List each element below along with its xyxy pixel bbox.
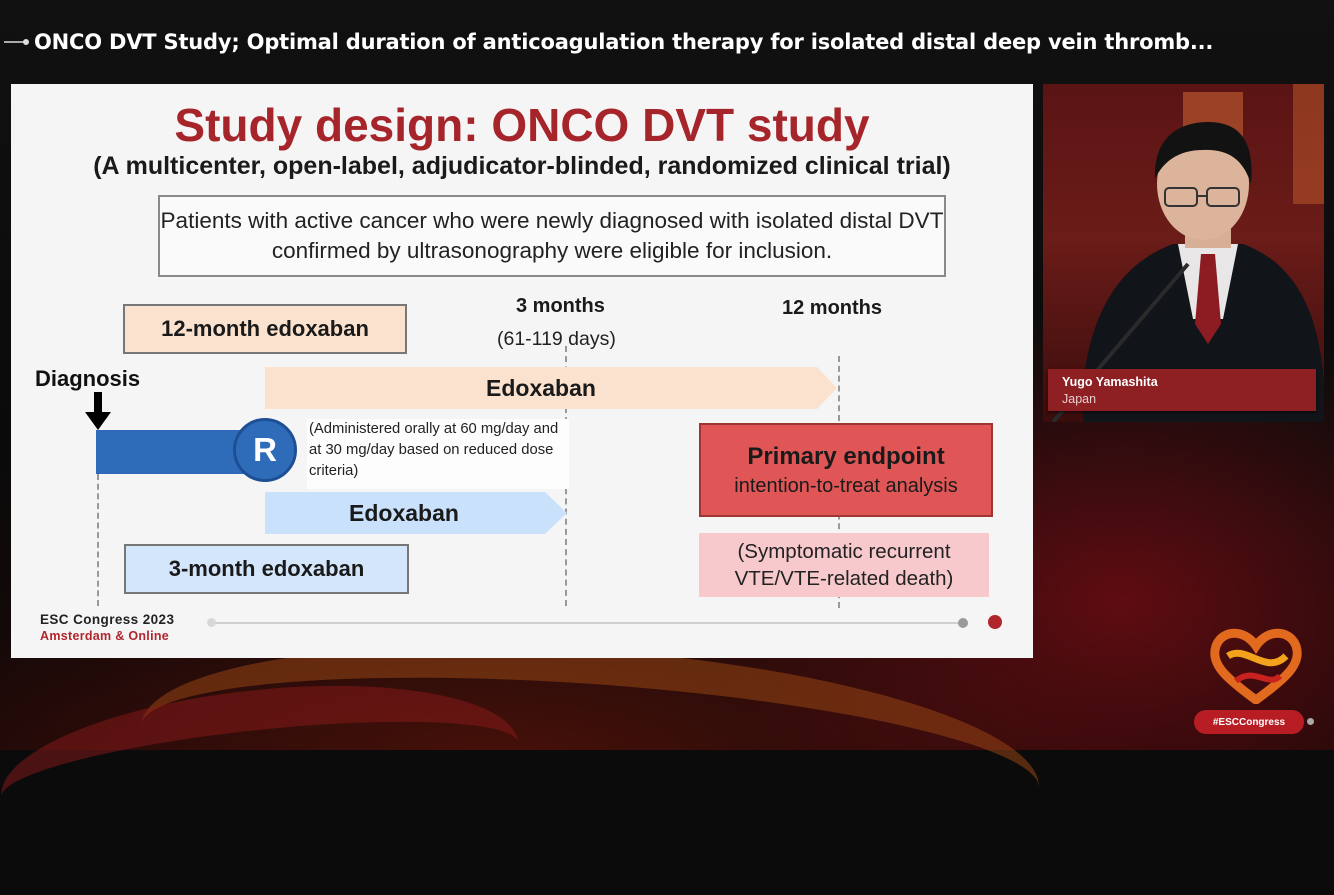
esc-heart-logo-icon <box>1210 628 1302 704</box>
eligibility-box: Patients with active cancer who were new… <box>158 195 946 277</box>
primary-endpoint-subtitle: intention-to-treat analysis <box>734 474 958 497</box>
timepoint-12-months: 12 months <box>782 297 883 319</box>
primary-endpoint-definition: (Symptomatic recurrent VTE/VTE-related d… <box>699 533 989 597</box>
primary-endpoint-box: Primary endpoint intention-to-treat anal… <box>699 423 993 517</box>
arm-3-month-label: 3-month edoxaban <box>124 544 409 594</box>
edoxaban-3-month-arrow-label: Edoxaban <box>349 500 459 526</box>
primary-endpoint-definition-text: (Symptomatic recurrent VTE/VTE-related d… <box>734 540 954 590</box>
randomization-badge: R <box>233 418 297 482</box>
edoxaban-12-month-arrow <box>265 367 837 409</box>
hashtag-dot-icon <box>1307 718 1314 725</box>
diagnosis-label: Diagnosis <box>35 366 141 391</box>
slide-title: Study design: ONCO DVT study <box>174 99 870 151</box>
footer-dot-icon <box>207 618 216 627</box>
footer-dot-icon <box>958 618 968 628</box>
edoxaban-12-month-arrow-label: Edoxaban <box>486 375 596 401</box>
broadcast-title-bar: ONCO DVT Study; Optimal duration of anti… <box>0 22 1334 62</box>
primary-endpoint-title: Primary endpoint <box>747 442 945 470</box>
broadcast-title: ONCO DVT Study; Optimal duration of anti… <box>34 30 1214 54</box>
speaker-name: Yugo Yamashita <box>1062 375 1158 389</box>
pre-randomization-bar <box>96 430 256 474</box>
slide-footer-line <box>209 622 961 624</box>
arrow-down-icon <box>85 392 111 430</box>
slide-subtitle: (A multicenter, open-label, adjudicator-… <box>93 152 951 180</box>
presentation-slide: Study design: ONCO DVT study (A multicen… <box>11 84 1033 658</box>
footer-event-name: ESC Congress 2023 <box>40 612 175 627</box>
speaker-country: Japan <box>1062 392 1097 406</box>
footer-event-location: Amsterdam & Online <box>40 629 170 643</box>
eligibility-text: Patients with active cancer who were new… <box>160 208 944 263</box>
timepoint-3-months: 3 months <box>516 295 605 317</box>
timepoint-3-months-days: (61-119 days) <box>497 328 616 350</box>
dosing-note: (Administered orally at 60 mg/day and at… <box>307 419 569 489</box>
edoxaban-3-month-arrow <box>265 492 567 534</box>
hashtag-badge: #ESCCongress <box>1194 710 1304 734</box>
footer-dot-accent-icon <box>988 615 1002 629</box>
title-bullet-icon <box>4 39 29 45</box>
arm-12-month-label: 12-month edoxaban <box>123 304 407 354</box>
speaker-nameplate: Yugo Yamashita Japan <box>1048 369 1316 411</box>
stage-light <box>1293 84 1324 204</box>
diagnosis-timeline-marker <box>97 474 99 606</box>
